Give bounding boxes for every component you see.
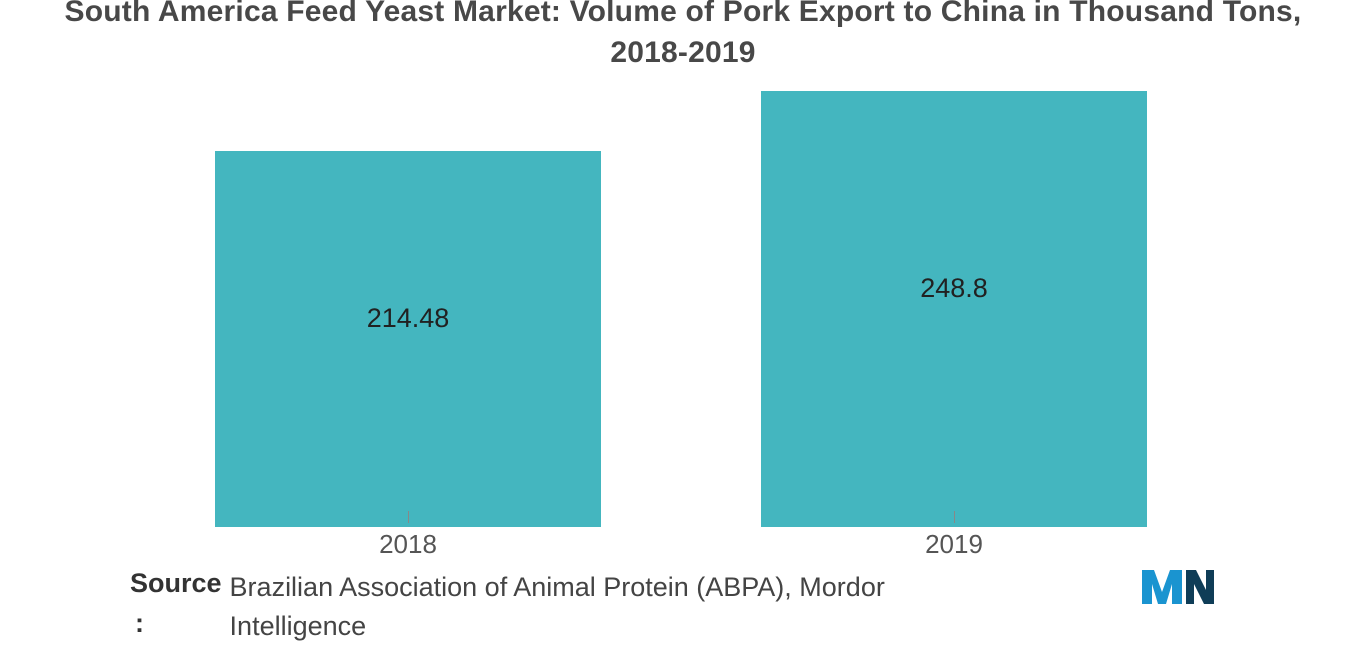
tick-label-2019: 2019 [925,529,983,560]
chart-plot-area: 214.48 248.8 [0,91,1366,527]
x-axis: 2018 2019 [130,517,1236,545]
source-colon: : [135,608,144,639]
tick-2019 [954,511,955,523]
source-text: Brazilian Association of Animal Protein … [230,568,990,646]
bar-2018-value: 214.48 [215,303,601,334]
brand-logo-icon [1140,564,1216,608]
chart-container: { "title": { "text": "South America Feed… [0,0,1366,647]
chart-title: South America Feed Yeast Market: Volume … [0,0,1366,73]
bar-2018: 214.48 [215,151,601,527]
source-label: Source [130,568,230,599]
bar-2019-value: 248.8 [761,273,1147,304]
bar-2019: 248.8 [761,91,1147,527]
tick-2018 [408,511,409,523]
tick-label-2018: 2018 [379,529,437,560]
source-row: Source Brazilian Association of Animal P… [130,568,1236,646]
plot-region: 214.48 248.8 [130,91,1236,527]
